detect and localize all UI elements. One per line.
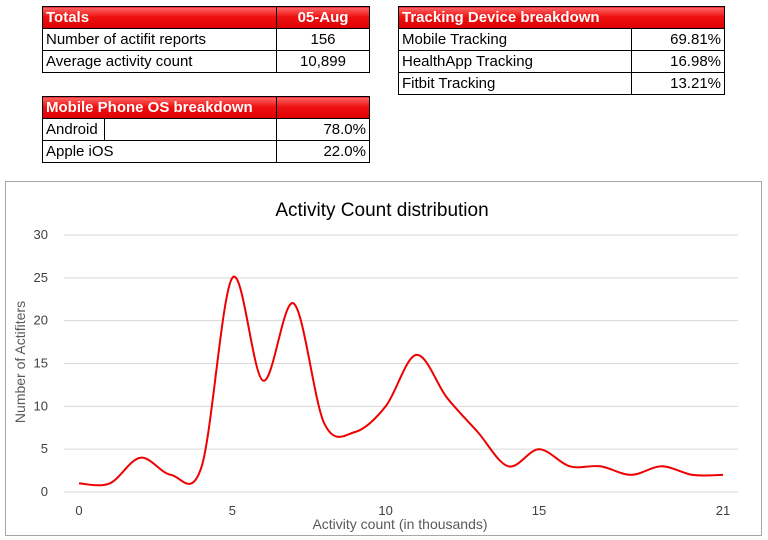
x-axis-ticks: 0 5 10 15 21	[75, 503, 730, 518]
os-header[interactable]: Mobile Phone OS breakdown	[42, 96, 277, 119]
y-axis-ticks: 0 5 10 15 20 25 30	[34, 227, 48, 499]
device-header-row: Tracking Device breakdown	[398, 6, 725, 29]
table-row: Mobile Tracking 69.81%	[398, 28, 725, 51]
device-row-label[interactable]: Fitbit Tracking	[398, 72, 632, 95]
os-header-row: Mobile Phone OS breakdown	[42, 96, 370, 119]
table-row: Average activity count 10,899	[42, 50, 370, 73]
os-row-value[interactable]: 78.0%	[276, 118, 370, 141]
device-row-value[interactable]: 13.21%	[631, 72, 725, 95]
table-row: Apple iOS 22.0%	[42, 140, 370, 163]
x-tick-label: 5	[229, 503, 236, 518]
table-row: Android 78.0%	[42, 118, 370, 141]
y-tick-label: 5	[41, 441, 48, 456]
device-row-value[interactable]: 69.81%	[631, 28, 725, 51]
os-header-empty[interactable]	[276, 96, 370, 119]
os-row-label[interactable]: Apple iOS	[42, 140, 277, 163]
gridlines	[64, 234, 738, 493]
y-tick-label: 10	[34, 398, 48, 413]
activity-chart[interactable]: Activity Count distribution 0 5 10 15 20 25 30…	[5, 181, 762, 536]
x-tick-label: 15	[532, 503, 546, 518]
y-tick-label: 25	[34, 270, 48, 285]
series-line[interactable]	[78, 275, 724, 487]
os-row-value[interactable]: 22.0%	[276, 140, 370, 163]
y-axis-title: Number of Actifiters	[12, 301, 28, 423]
table-row: HealthApp Tracking 16.98%	[398, 50, 725, 73]
chart-title: Activity Count distribution	[275, 200, 488, 221]
device-header[interactable]: Tracking Device breakdown	[398, 6, 725, 29]
totals-table: Totals 05-Aug Number of actifit reports …	[42, 6, 370, 73]
totals-header-row: Totals 05-Aug	[42, 6, 370, 29]
os-row-empty-cell[interactable]	[104, 118, 277, 141]
y-tick-label: 0	[41, 484, 48, 499]
totals-row-value[interactable]: 156	[276, 28, 370, 51]
device-row-label[interactable]: Mobile Tracking	[398, 28, 632, 51]
totals-header[interactable]: Totals	[42, 6, 277, 29]
totals-date[interactable]: 05-Aug	[276, 6, 370, 29]
os-row-label[interactable]: Android	[42, 118, 105, 141]
y-tick-label: 15	[34, 356, 48, 371]
device-row-label[interactable]: HealthApp Tracking	[398, 50, 632, 73]
table-row: Number of actifit reports 156	[42, 28, 370, 51]
totals-row-label[interactable]: Average activity count	[42, 50, 277, 73]
totals-row-value[interactable]: 10,899	[276, 50, 370, 73]
os-breakdown-table: Mobile Phone OS breakdown Android 78.0% …	[42, 96, 370, 163]
totals-row-label[interactable]: Number of actifit reports	[42, 28, 277, 51]
x-tick-label: 0	[75, 503, 82, 518]
y-tick-label: 20	[34, 313, 48, 328]
y-tick-label: 30	[34, 227, 48, 242]
x-axis-title: Activity count (in thousands)	[312, 516, 487, 532]
x-tick-label: 21	[716, 503, 730, 518]
x-tick-label: 10	[378, 503, 392, 518]
device-row-value[interactable]: 16.98%	[631, 50, 725, 73]
device-breakdown-table: Tracking Device breakdown Mobile Trackin…	[398, 6, 725, 95]
chart-canvas: Activity Count distribution 0 5 10 15 20 25 30…	[12, 200, 738, 532]
table-row: Fitbit Tracking 13.21%	[398, 72, 725, 95]
